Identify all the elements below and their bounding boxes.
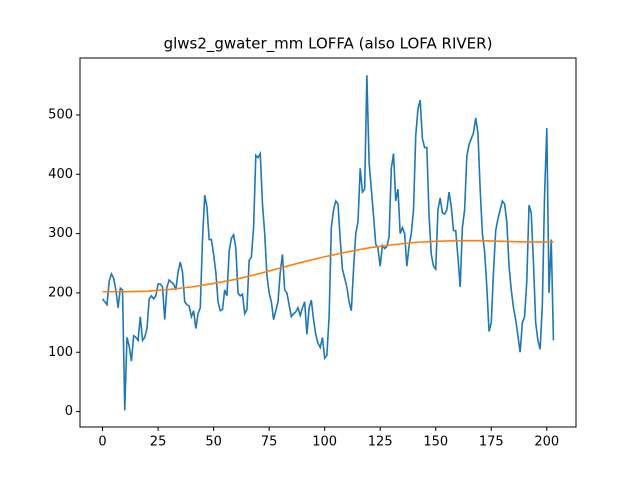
x-tick-label: 150 (423, 435, 448, 450)
x-tick-label: 125 (368, 435, 393, 450)
y-tick-label: 500 (48, 107, 73, 122)
y-tick-label: 0 (65, 404, 73, 419)
series-line (102, 239, 554, 293)
x-tick-label: 100 (312, 435, 337, 450)
plot-frame (79, 57, 577, 428)
x-tick-label: 75 (261, 435, 278, 450)
x-tick-label: 200 (534, 435, 559, 450)
y-tick-label: 200 (48, 285, 73, 300)
series-line (101, 75, 555, 411)
y-tick-label: 100 (48, 345, 73, 360)
x-tick-label: 0 (98, 435, 106, 450)
chart-title: glws2_gwater_mm LOFFA (also LOFA RIVER) (164, 35, 493, 54)
x-tick-label: 175 (479, 435, 504, 450)
x-tick-label: 50 (205, 435, 222, 450)
x-tick-label: 25 (150, 435, 167, 450)
y-tick-label: 300 (48, 226, 73, 241)
y-tick-label: 400 (48, 167, 73, 182)
